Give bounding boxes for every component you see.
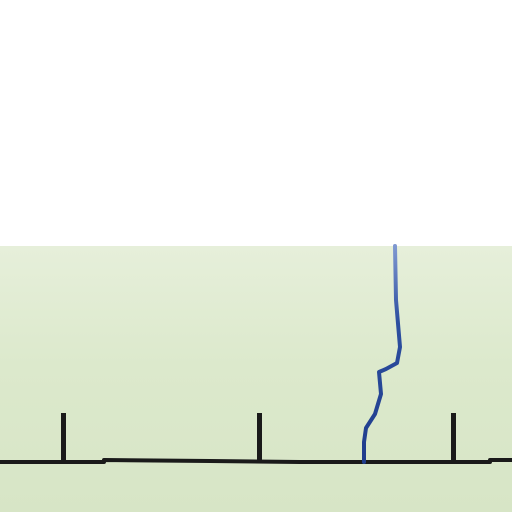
post-marker-1	[61, 413, 66, 462]
post-marker-2	[257, 413, 262, 462]
post-marker-3	[451, 413, 456, 462]
sky-area	[0, 0, 512, 246]
ground-area	[0, 246, 512, 512]
baseline-line	[0, 458, 512, 464]
blue-path-line	[362, 244, 402, 464]
